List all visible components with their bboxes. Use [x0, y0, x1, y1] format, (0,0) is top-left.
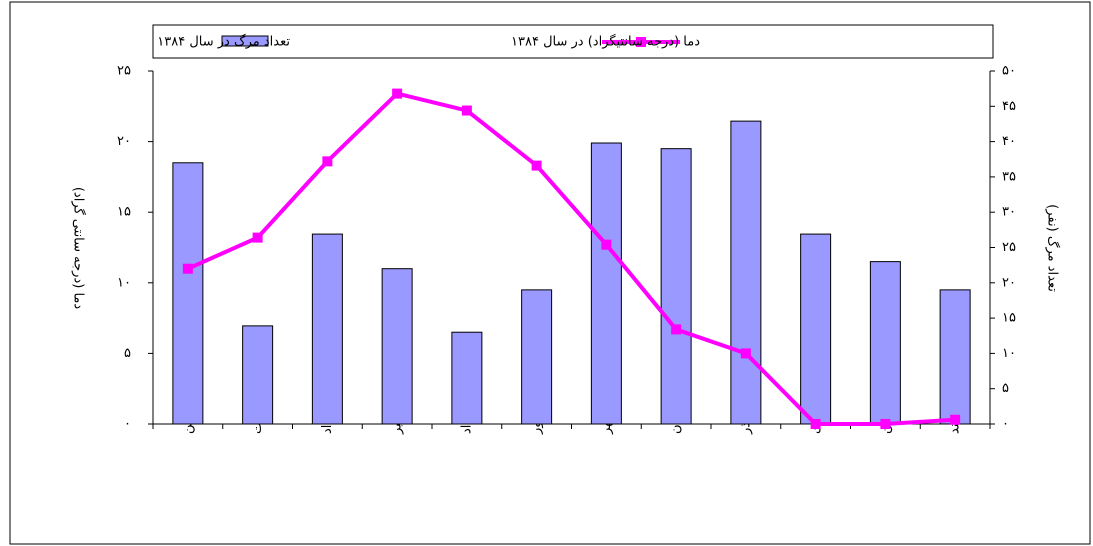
marker [880, 419, 891, 429]
legend-label: تعداد مرگ در سال ۱۳۸۴ [157, 33, 290, 50]
bar [242, 325, 274, 425]
y2-tick-label: ۳۵ [1002, 169, 1016, 184]
bar [172, 162, 204, 425]
marker [740, 348, 751, 359]
marker [601, 239, 612, 250]
y2-tick-label: ۳۰ [1002, 205, 1016, 220]
bar [381, 268, 413, 425]
y2-tick-label: ۴۰ [1002, 134, 1016, 149]
bar [660, 148, 692, 425]
bar [939, 289, 971, 425]
marker [182, 263, 193, 274]
legend-box [152, 24, 994, 59]
line [187, 91, 956, 426]
bar [590, 142, 622, 425]
bar [451, 331, 483, 425]
y2-tick-label: ۲۵ [1002, 240, 1016, 255]
marker [810, 419, 821, 429]
y-tick-label: ۱۵ [117, 205, 131, 220]
marker [322, 156, 333, 167]
marker [392, 88, 403, 99]
bar [311, 233, 343, 425]
y2-tick-label: ۱۰ [1002, 346, 1016, 361]
bar [730, 120, 762, 425]
y2-tick-label: ۰ [1002, 417, 1009, 432]
bar [869, 261, 901, 425]
y2-tick-label: ۵ [1002, 381, 1009, 396]
legend-swatch [221, 35, 269, 47]
y-axis-title: دما (درجه سانتی گراد) [71, 187, 87, 310]
frame [9, 1, 1091, 545]
marker [531, 160, 542, 171]
y2-axis-title: تعداد مرگ (نفر) [1045, 204, 1062, 292]
marker [671, 324, 682, 335]
y-tick-label: ۲۰ [117, 134, 131, 149]
y-tick-label: ۵ [124, 346, 131, 361]
y2-tick-label: ۱۵ [1002, 311, 1016, 326]
legend-marker [636, 37, 646, 47]
y2-tick-label: ۵۰ [1002, 64, 1016, 79]
legend-label: دما (درجه سانتیگراد) در سال ۱۳۸۴ [511, 34, 700, 50]
y-tick-label: ۲۵ [117, 64, 131, 79]
marker [252, 232, 263, 243]
y2-tick-label: ۲۰ [1002, 275, 1016, 290]
y2-tick-label: ۴۵ [1002, 99, 1016, 114]
marker [950, 414, 961, 425]
marker [461, 105, 472, 116]
y-tick-label: ۰ [124, 417, 131, 432]
bar [800, 233, 832, 425]
y-tick-label: ۱۰ [117, 275, 131, 290]
bar [521, 289, 553, 425]
